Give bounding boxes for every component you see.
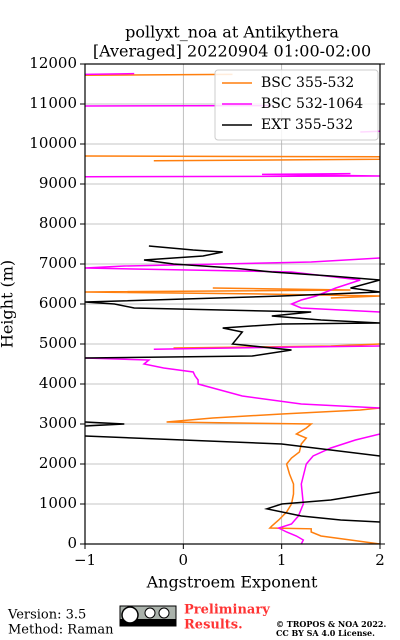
legend-label: BSC 355-532 xyxy=(261,75,354,91)
y-tick-label: 3000 xyxy=(39,414,77,432)
y-tick-label: 10000 xyxy=(29,134,77,152)
version: Version: 3.5 xyxy=(7,608,86,623)
profile-line xyxy=(85,245,380,523)
y-tick-label: 1000 xyxy=(39,494,77,512)
x-tick-label: 0 xyxy=(179,551,189,569)
legend-label: BSC 532-1064 xyxy=(261,96,363,112)
y-tick-label: 11000 xyxy=(29,94,77,112)
chart-title: pollyxt_noa at Antikythera xyxy=(125,23,339,42)
x-axis-label: Angstroem Exponent xyxy=(146,573,318,592)
legend-box xyxy=(214,69,379,141)
license: CC BY SA 4.0 License. xyxy=(276,628,375,638)
y-axis-label: Height (m) xyxy=(0,260,17,348)
x-tick-label: −1 xyxy=(74,551,96,569)
notice: Results. xyxy=(184,618,243,633)
y-tick-label: 7000 xyxy=(39,254,77,272)
y-tick-label: 9000 xyxy=(39,174,77,192)
chart-subtitle: [Averaged] 20220904 01:00-02:00 xyxy=(93,42,371,61)
method: Method: Raman xyxy=(8,623,114,638)
cc-icon xyxy=(119,605,177,627)
y-tick-label: 4000 xyxy=(39,374,77,392)
y-tick-label: 8000 xyxy=(39,214,77,232)
y-tick-label: 0 xyxy=(67,534,77,552)
y-tick-label: 2000 xyxy=(39,454,77,472)
plot-area xyxy=(85,64,380,544)
x-tick-label: 1 xyxy=(277,551,287,569)
x-tick-label: 2 xyxy=(375,551,385,569)
y-tick-label: 12000 xyxy=(29,54,77,72)
legend-label: EXT 355-532 xyxy=(261,117,353,133)
y-tick-label: 6000 xyxy=(39,294,77,312)
y-tick-label: 5000 xyxy=(39,334,77,352)
notice: Preliminary xyxy=(184,603,270,618)
legend: BSC 355-532 BSC 532-1064 EXT 355-532 xyxy=(214,69,379,141)
copyright: © TROPOS & NOA 2022. xyxy=(276,619,386,629)
